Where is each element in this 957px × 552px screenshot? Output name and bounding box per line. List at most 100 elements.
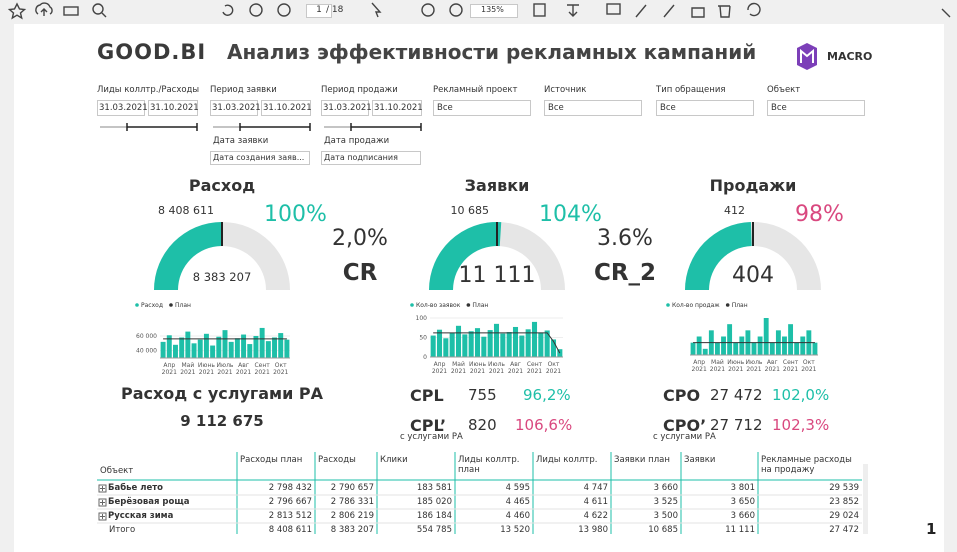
x-tick-month: Окт bbox=[548, 361, 560, 368]
trend-bar bbox=[278, 333, 284, 358]
date-to[interactable] bbox=[372, 100, 422, 116]
dropdown-value: Все bbox=[437, 103, 453, 113]
x-tick-month: Окт bbox=[275, 362, 287, 369]
dropdown[interactable] bbox=[210, 151, 310, 165]
trend-bar bbox=[462, 334, 468, 357]
date-from[interactable] bbox=[210, 100, 258, 116]
legend-label: Кол-во заявок bbox=[416, 302, 461, 309]
x-tick-month: Сент bbox=[527, 361, 543, 368]
ratio-value: 2,0% bbox=[332, 226, 388, 251]
x-tick-year: 2021 bbox=[527, 368, 542, 375]
select-tool[interactable] bbox=[371, 2, 382, 18]
x-tick-month: Май bbox=[452, 361, 465, 368]
gauge-percent: 100% bbox=[264, 202, 327, 227]
column-header: Клики bbox=[380, 455, 408, 465]
expand-plus bbox=[100, 514, 105, 519]
next-page[interactable] bbox=[277, 3, 291, 17]
date-to[interactable] bbox=[261, 100, 311, 116]
dropdown[interactable] bbox=[656, 100, 754, 116]
dropdown[interactable] bbox=[321, 151, 421, 165]
y-tick-label: 0 bbox=[423, 354, 427, 361]
date-from[interactable] bbox=[321, 100, 369, 116]
trend-bar bbox=[714, 342, 720, 355]
trend-bar bbox=[265, 341, 271, 358]
x-tick-year: 2021 bbox=[783, 366, 798, 373]
spend-value: 9 112 675 bbox=[180, 412, 264, 430]
comment-icon[interactable] bbox=[606, 3, 621, 15]
row-label: Итого bbox=[109, 525, 136, 535]
trend-bar bbox=[185, 331, 191, 358]
trend-bar bbox=[519, 335, 525, 357]
fit-icon[interactable] bbox=[533, 3, 546, 17]
x-tick-month: Окт bbox=[803, 359, 815, 366]
trend-bar bbox=[203, 333, 209, 358]
date-from[interactable] bbox=[97, 100, 145, 116]
metric-value: 755 bbox=[468, 386, 497, 404]
page-count: / 18 bbox=[326, 5, 344, 15]
metric-value: 820 bbox=[468, 416, 497, 434]
rotate-icon[interactable] bbox=[222, 4, 234, 16]
trend-bar bbox=[436, 329, 443, 357]
date-from-value: 31.03.2021 bbox=[323, 103, 372, 113]
download-icon[interactable] bbox=[567, 4, 579, 17]
gauge-fill bbox=[429, 222, 502, 290]
trend-bar bbox=[481, 336, 487, 357]
x-tick-month: Май bbox=[711, 359, 724, 366]
gauge-title: Продажи bbox=[709, 176, 797, 195]
cell: 3 660 bbox=[730, 511, 755, 521]
cell: 2 796 667 bbox=[268, 497, 312, 507]
plan-line bbox=[433, 332, 561, 354]
search-icon[interactable] bbox=[92, 3, 104, 15]
x-tick-year: 2021 bbox=[432, 368, 447, 375]
column-header: Лиды коллтр. bbox=[536, 455, 598, 465]
x-tick-month: Апр bbox=[693, 359, 705, 366]
metric-note: с услугами РА bbox=[400, 432, 463, 442]
zoom-select[interactable] bbox=[470, 4, 518, 18]
x-tick-year: 2021 bbox=[801, 366, 816, 373]
cell: 8 383 207 bbox=[330, 525, 374, 535]
trend-bar bbox=[253, 336, 259, 358]
metric-percent: 106,6% bbox=[515, 416, 573, 434]
logo: GOOD.BI bbox=[97, 40, 207, 64]
filter-label: Период заявки bbox=[210, 85, 277, 95]
dropdown[interactable] bbox=[544, 100, 642, 116]
cell: 8 408 611 bbox=[268, 525, 312, 535]
dropdown-value: Дата создания заяв... bbox=[213, 153, 305, 162]
dropdown[interactable] bbox=[767, 100, 865, 116]
print-icon[interactable] bbox=[63, 6, 79, 16]
trend-bar bbox=[739, 336, 745, 355]
zoom-in[interactable] bbox=[449, 3, 463, 17]
gauge-actual-label: 11 111 bbox=[458, 263, 536, 288]
trend-bar bbox=[241, 334, 247, 358]
date-to-value: 31.10.2021 bbox=[150, 103, 199, 113]
trend-bar bbox=[179, 337, 185, 358]
trend-bar bbox=[550, 339, 557, 357]
trend-bar bbox=[247, 344, 253, 358]
dropdown[interactable] bbox=[433, 100, 531, 116]
trend-bar bbox=[506, 332, 512, 357]
gauge-actual-label: 8 383 207 bbox=[192, 270, 252, 284]
bookmark-icon[interactable] bbox=[7, 2, 27, 20]
column-header: Расходы план bbox=[240, 455, 303, 465]
page-input[interactable] bbox=[306, 4, 332, 18]
cell: 2 806 219 bbox=[330, 511, 374, 521]
trend-bar bbox=[794, 342, 800, 355]
legend-label: План bbox=[175, 302, 191, 309]
prev-page[interactable] bbox=[249, 3, 263, 17]
date-to-value: 31.10.2021 bbox=[374, 103, 423, 113]
tools-icons[interactable] bbox=[635, 2, 951, 18]
filter-label: Дата заявки bbox=[213, 136, 269, 146]
metric-value: 27 472 bbox=[710, 386, 763, 404]
date-to[interactable] bbox=[148, 100, 198, 116]
trend-bar bbox=[449, 332, 455, 357]
trend-bar bbox=[166, 335, 172, 358]
zoom-out[interactable] bbox=[421, 3, 435, 17]
x-tick-month: Июль bbox=[488, 361, 505, 368]
trend-bar bbox=[216, 336, 222, 358]
legend-marker bbox=[135, 303, 139, 307]
upload-icon[interactable] bbox=[35, 2, 53, 16]
trend-bar bbox=[430, 335, 436, 357]
column-header: Расходы bbox=[318, 455, 356, 465]
